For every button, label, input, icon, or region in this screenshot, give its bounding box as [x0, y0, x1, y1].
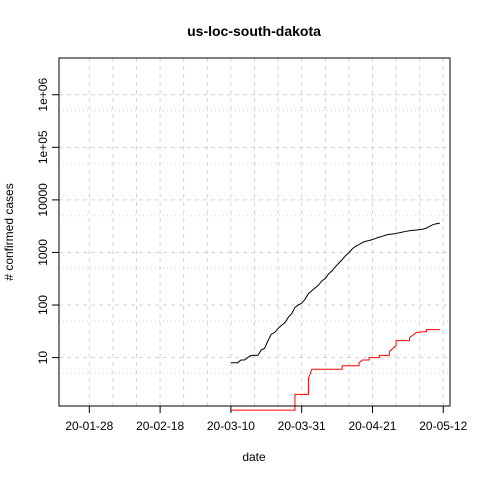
x-tick-label-5: 20-05-12	[419, 419, 467, 433]
x-tick-label-4: 20-04-21	[348, 419, 396, 433]
x-tick-label-1: 20-02-18	[136, 419, 184, 433]
grid	[59, 58, 450, 406]
series-line-0	[230, 222, 440, 364]
x-axis-label: date	[242, 450, 266, 464]
y-tick-label-1: 100	[36, 295, 50, 315]
y-axis: 10 100 1000 10000 1e+05 1e+06	[36, 78, 60, 365]
y-tick-label-4: 1e+05	[36, 130, 50, 164]
series-layer	[230, 222, 440, 411]
y-tick-label-2: 1000	[36, 239, 50, 266]
x-tick-label-3: 20-03-31	[278, 419, 326, 433]
series-line-1	[230, 329, 440, 411]
x-tick-label-2: 20-03-10	[207, 419, 255, 433]
x-tick-label-0: 20-01-28	[65, 419, 113, 433]
y-tick-label-0: 10	[36, 351, 50, 365]
y-tick-label-3: 10000	[36, 183, 50, 217]
y-axis-label: # confirmed cases	[2, 183, 16, 280]
x-axis: 20-01-28 20-02-18 20-03-10 20-03-31 20-04-21…	[65, 405, 468, 433]
chart-title: us-loc-south-dakota	[187, 23, 321, 39]
y-tick-label-5: 1e+06	[36, 78, 50, 112]
